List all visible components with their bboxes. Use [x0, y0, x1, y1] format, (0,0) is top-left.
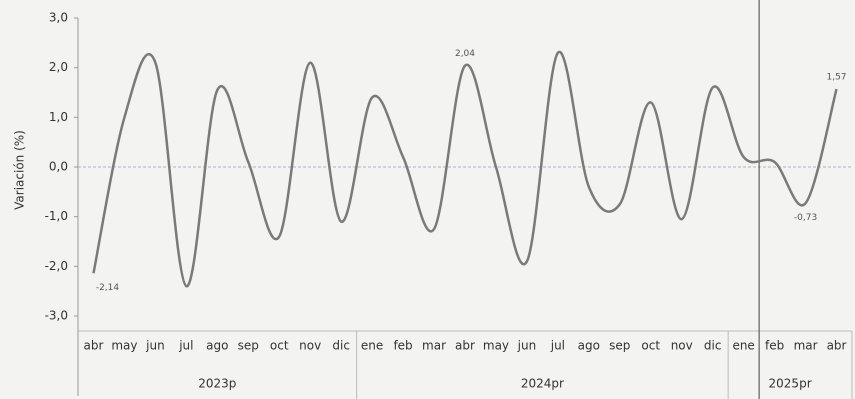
x-tick-label: abr — [827, 339, 847, 353]
x-tick-label: abr — [455, 339, 475, 353]
x-tick-label: ene — [361, 339, 383, 353]
x-tick-label: oct — [641, 339, 660, 353]
y-tick-label: -1,0 — [45, 209, 68, 223]
group-label: 2024pr — [521, 377, 564, 391]
x-tick-label: nov — [299, 339, 321, 353]
y-tick-label: 1,0 — [49, 110, 68, 124]
x-tick-label: oct — [270, 339, 289, 353]
y-tick-label: 0,0 — [49, 160, 68, 174]
x-tick-label: may — [111, 339, 137, 353]
data-label: -2,14 — [96, 283, 120, 293]
data-label: 2,04 — [455, 49, 475, 59]
data-label: 1,57 — [826, 73, 846, 83]
x-tick-label: feb — [765, 339, 784, 353]
y-tick-label: 3,0 — [49, 11, 68, 25]
group-label: 2025pr — [769, 377, 812, 391]
x-tick-label: ago — [206, 339, 228, 353]
x-tick-label: sep — [609, 339, 630, 353]
x-tick-label: may — [483, 339, 509, 353]
x-tick-label: feb — [393, 339, 412, 353]
x-tick-label: ene — [732, 339, 754, 353]
y-tick-label: 2,0 — [49, 60, 68, 74]
x-tick-label: mar — [794, 339, 818, 353]
x-tick-label: jun — [517, 339, 537, 353]
x-tick-label: jun — [145, 339, 165, 353]
x-tick-label: dic — [704, 339, 722, 353]
data-label: -0,73 — [794, 213, 817, 223]
x-tick-label: mar — [422, 339, 446, 353]
y-axis-label: Variación (%) — [13, 130, 27, 210]
x-tick-label: jul — [178, 339, 193, 353]
x-tick-label: dic — [332, 339, 350, 353]
x-tick-label: jul — [550, 339, 565, 353]
y-tick-label: -3,0 — [45, 309, 68, 323]
x-tick-label: abr — [84, 339, 104, 353]
x-tick-label: nov — [671, 339, 693, 353]
y-tick-label: -2,0 — [45, 259, 68, 273]
group-label: 2023p — [198, 377, 236, 391]
x-tick-label: ago — [578, 339, 600, 353]
x-tick-label: sep — [238, 339, 259, 353]
line-series — [92, 50, 838, 288]
